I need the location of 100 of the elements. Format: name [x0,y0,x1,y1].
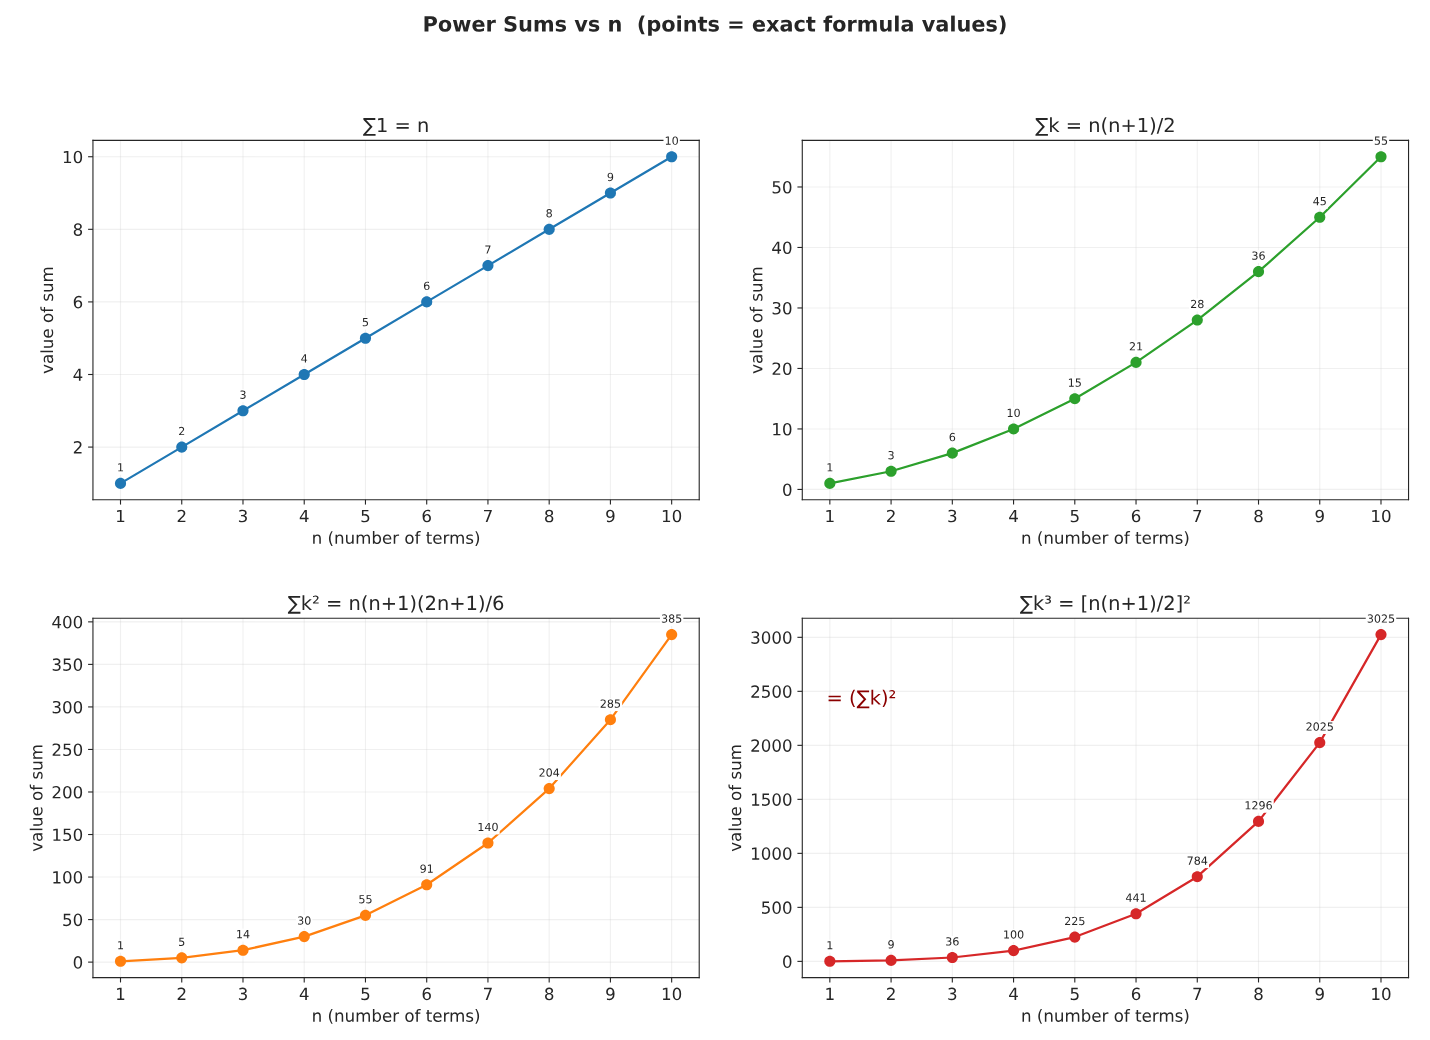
x-tick-label: 3 [948,987,957,1001]
x-tick-label: 5 [1070,509,1079,523]
y-tick-label: 1500 [751,793,792,806]
y-tick-label: 0 [783,483,792,496]
point [1191,314,1203,326]
text: Power Sums vs n (points = exact formula values) [424,15,1006,36]
point [543,783,555,795]
data-label: 1296 [1245,801,1272,810]
point [114,477,127,489]
y-tick-label: 0 [73,956,83,969]
y-tick-label: 3000 [751,631,792,644]
y-tick-label: 350 [52,658,83,671]
point [237,405,249,417]
data-label: 7 [485,245,491,254]
chart-title: ∑k³ = [n(n+1)/2]² [1020,595,1190,614]
x-tick-label: 10 [1372,987,1391,1001]
point [1008,945,1020,957]
data-label: 15 [1068,378,1081,387]
point [946,951,958,964]
x-tick-label: 8 [545,509,554,523]
x-tick-label: 8 [1254,509,1263,523]
point [1252,266,1265,278]
y-axis-title: value of sum [29,745,43,852]
x-axis-title: n (number of terms) [1022,1009,1189,1024]
point [176,441,188,453]
y-tick-label: 2000 [751,739,792,752]
y-tick-label: 150 [53,828,83,842]
y-tick-label: 4 [73,368,83,381]
x-tick-label: 9 [606,509,615,523]
data-label: 385 [661,614,682,623]
annotation: = (∑k)² [828,689,896,709]
point [237,944,249,956]
data-label: 45 [1313,197,1326,206]
point [1191,871,1203,883]
y-tick-label: 1000 [751,847,792,860]
point [421,296,433,308]
y-axis-title: value of sum [40,267,54,374]
point [1069,931,1081,943]
data-label: 3 [240,390,246,399]
data-label: 100 [1004,930,1024,939]
chart-title: ∑k² = n(n+1)(2n+1)/6 [287,595,504,614]
data-label: 9 [607,172,614,182]
data-label: 36 [946,937,959,946]
y-tick-label: 50 [63,913,83,927]
y-tick-label: 30 [772,301,792,315]
data-label: 5 [362,318,369,327]
x-tick-label: 10 [662,987,682,1001]
point [176,952,188,964]
x-tick-label: 3 [948,509,957,523]
x-tick-label: 4 [1009,509,1018,523]
data-label: 285 [600,699,621,708]
point [885,465,897,477]
x-tick-label: 10 [1372,509,1391,523]
data-label: 1 [118,941,124,950]
y-tick-label: 200 [52,785,83,799]
data-label: 225 [1065,916,1085,926]
y-tick-label: 0 [783,955,792,968]
data-label: 204 [539,768,560,777]
x-tick-label: 7 [1193,509,1202,523]
x-tick-label: 3 [238,987,247,1001]
x-axis-title: n (number of terms) [313,1009,480,1024]
x-tick-label: 9 [606,987,615,1001]
x-tick-label: 1 [826,509,834,523]
x-tick-label: 3 [238,509,247,523]
x-tick-label: 7 [484,509,492,523]
point [604,714,616,726]
point [946,447,958,459]
x-tick-label: 6 [1131,509,1141,523]
data-label: 2025 [1306,722,1333,731]
point [421,879,433,891]
x-axis-title: n (number of terms) [1022,531,1189,546]
x-tick-label: 4 [299,987,309,1000]
data-label: 30 [298,916,311,925]
point [824,955,836,967]
point [114,955,127,967]
point [1008,423,1020,435]
x-tick-label: 4 [299,509,309,523]
x-tick-label: 8 [545,987,554,1001]
data-label: 28 [1191,299,1204,309]
y-axis-title: value of sum [728,745,742,852]
x-tick-label: 7 [484,987,492,1000]
data-label: 55 [1374,136,1388,145]
point [1130,356,1142,368]
y-tick-label: 40 [772,241,792,255]
x-tick-label: 5 [361,987,370,1001]
data-label: 36 [1252,251,1265,260]
y-tick-label: 100 [53,871,83,884]
point [1375,151,1387,163]
x-tick-label: 5 [361,509,370,523]
data-label: 8 [546,209,552,218]
x-tick-label: 1 [117,987,125,1000]
chart-title: ∑1 = n [363,117,428,136]
y-axis-title: value of sum [749,267,763,374]
point [298,931,310,943]
point [1314,737,1326,749]
y-tick-label: 8 [73,223,83,236]
x-tick-label: 6 [422,509,431,523]
data-label: 140 [478,822,498,832]
x-tick-label: 2 [177,987,186,1000]
x-tick-label: 4 [1009,987,1018,1000]
